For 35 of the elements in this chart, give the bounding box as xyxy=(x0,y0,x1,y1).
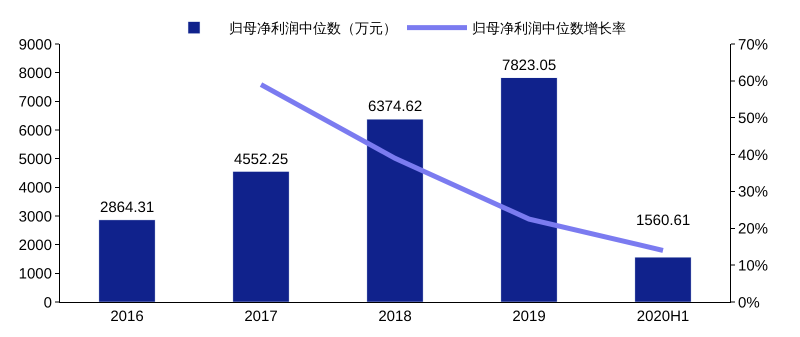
y2-tick-label: 10% xyxy=(738,257,768,274)
y-tick-label: 0 xyxy=(44,294,52,312)
y2-tick-label: 20% xyxy=(738,220,768,238)
x-tick-label: 2019 xyxy=(512,308,546,325)
y2-tick-label: 30% xyxy=(738,184,768,201)
y2-tick-label: 40% xyxy=(738,146,768,164)
legend-label: 归母净利润中位数增长率 xyxy=(472,20,626,36)
y-tick-label: 9000 xyxy=(18,36,52,54)
y-tick-label: 7000 xyxy=(18,94,52,111)
legend-label: 归母净利润中位数（万元） xyxy=(229,20,397,36)
x-tick-label: 2016 xyxy=(110,308,144,325)
y-tick-label: 5000 xyxy=(18,150,52,168)
bar xyxy=(366,119,424,302)
y-tick-label: 6000 xyxy=(18,122,52,140)
data-label: 2864.31 xyxy=(100,199,154,216)
y-tick-label: 4000 xyxy=(18,180,52,197)
data-label: 4552.25 xyxy=(234,151,288,168)
y-tick-label: 1000 xyxy=(18,266,52,283)
bar xyxy=(232,171,290,302)
y2-tick-label: 60% xyxy=(738,73,768,90)
y-tick-label: 2000 xyxy=(18,236,52,254)
x-tick-label: 2018 xyxy=(378,308,412,325)
data-label: 6374.62 xyxy=(368,98,422,115)
bar xyxy=(634,257,692,302)
y-tick-label: 8000 xyxy=(18,64,52,82)
bar xyxy=(500,77,558,302)
y2-tick-label: 50% xyxy=(738,110,768,127)
x-tick-label: 2020H1 xyxy=(636,308,690,325)
bar xyxy=(98,220,156,302)
y2-tick-label: 0% xyxy=(738,294,760,312)
y2-tick-label: 70% xyxy=(738,36,768,54)
y-tick-label: 3000 xyxy=(18,208,52,226)
data-label: 7823.05 xyxy=(502,57,556,74)
x-tick-label: 2017 xyxy=(244,308,278,325)
data-label: 1560.61 xyxy=(636,212,690,229)
